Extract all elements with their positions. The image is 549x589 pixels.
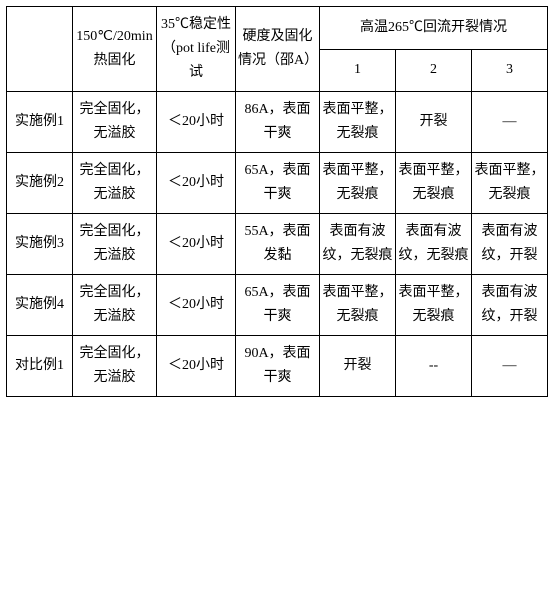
row-potlife: ＜20小时 xyxy=(157,336,236,397)
header-blank xyxy=(7,7,73,92)
header-reflow-2: 2 xyxy=(396,49,472,92)
row-reflow-3: — xyxy=(472,336,548,397)
row-potlife: ＜20小时 xyxy=(157,214,236,275)
row-hardness: 55A，表面发黏 xyxy=(236,214,320,275)
table-row: 实施例2 完全固化，无溢胶 ＜20小时 65A，表面干爽 表面平整，无裂痕 表面… xyxy=(7,153,548,214)
row-reflow-2: 开裂 xyxy=(396,92,472,153)
row-label: 实施例2 xyxy=(7,153,73,214)
table-row: 对比例1 完全固化，无溢胶 ＜20小时 90A，表面干爽 开裂 -- — xyxy=(7,336,548,397)
row-potlife: ＜20小时 xyxy=(157,275,236,336)
header-hardness: 硬度及固化情况（邵A） xyxy=(236,7,320,92)
results-table: 150℃/20min热固化 35℃稳定性（pot life测试 硬度及固化情况（… xyxy=(6,6,548,397)
row-label: 实施例3 xyxy=(7,214,73,275)
table-row: 实施例1 完全固化，无溢胶 ＜20小时 86A，表面干爽 表面平整，无裂痕 开裂… xyxy=(7,92,548,153)
header-reflow-3: 3 xyxy=(472,49,548,92)
row-hardness: 65A，表面干爽 xyxy=(236,153,320,214)
table-row: 实施例4 完全固化，无溢胶 ＜20小时 65A，表面干爽 表面平整，无裂痕 表面… xyxy=(7,275,548,336)
row-potlife: ＜20小时 xyxy=(157,92,236,153)
row-reflow-2: 表面平整，无裂痕 xyxy=(396,275,472,336)
row-reflow-1: 表面平整，无裂痕 xyxy=(320,275,396,336)
header-reflow-title: 高温265℃回流开裂情况 xyxy=(320,7,548,50)
row-cure: 完全固化，无溢胶 xyxy=(73,92,157,153)
row-reflow-3: 表面平整，无裂痕 xyxy=(472,153,548,214)
row-reflow-1: 表面平整，无裂痕 xyxy=(320,92,396,153)
row-reflow-1: 表面有波纹，无裂痕 xyxy=(320,214,396,275)
row-reflow-2: 表面有波纹，无裂痕 xyxy=(396,214,472,275)
row-reflow-1: 表面平整，无裂痕 xyxy=(320,153,396,214)
row-reflow-2: -- xyxy=(396,336,472,397)
table-row: 实施例3 完全固化，无溢胶 ＜20小时 55A，表面发黏 表面有波纹，无裂痕 表… xyxy=(7,214,548,275)
row-cure: 完全固化，无溢胶 xyxy=(73,153,157,214)
row-hardness: 86A，表面干爽 xyxy=(236,92,320,153)
row-reflow-3: 表面有波纹，开裂 xyxy=(472,275,548,336)
row-label: 实施例4 xyxy=(7,275,73,336)
header-potlife: 35℃稳定性（pot life测试 xyxy=(157,7,236,92)
row-reflow-3: — xyxy=(472,92,548,153)
header-row-1: 150℃/20min热固化 35℃稳定性（pot life测试 硬度及固化情况（… xyxy=(7,7,548,50)
row-label: 对比例1 xyxy=(7,336,73,397)
row-cure: 完全固化，无溢胶 xyxy=(73,214,157,275)
row-cure: 完全固化，无溢胶 xyxy=(73,275,157,336)
row-potlife: ＜20小时 xyxy=(157,153,236,214)
row-cure: 完全固化，无溢胶 xyxy=(73,336,157,397)
row-reflow-2: 表面平整，无裂痕 xyxy=(396,153,472,214)
row-reflow-1: 开裂 xyxy=(320,336,396,397)
row-hardness: 90A，表面干爽 xyxy=(236,336,320,397)
header-reflow-1: 1 xyxy=(320,49,396,92)
header-cure: 150℃/20min热固化 xyxy=(73,7,157,92)
row-label: 实施例1 xyxy=(7,92,73,153)
row-reflow-3: 表面有波纹，开裂 xyxy=(472,214,548,275)
row-hardness: 65A，表面干爽 xyxy=(236,275,320,336)
